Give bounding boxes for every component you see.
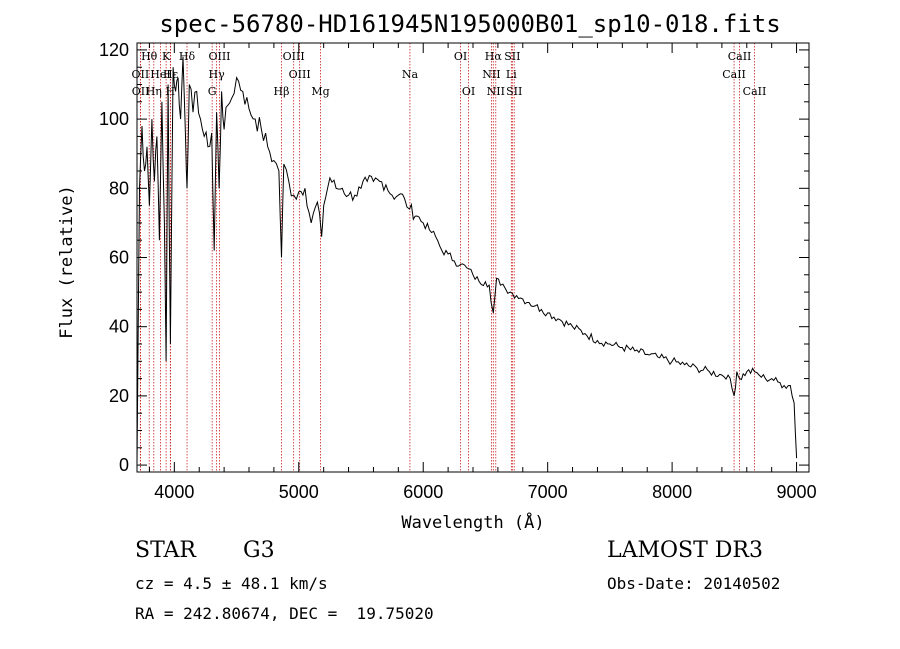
line-label-10: Hγ: [209, 68, 226, 81]
spectrum-line: [136, 56, 798, 466]
line-label-26: CaII: [722, 68, 746, 81]
x-axis-label: Wavelength (Å): [401, 511, 544, 533]
line-label-4: HeI: [150, 68, 170, 81]
y-tick-label-120: 120: [99, 40, 129, 60]
line-label-5: Hη: [146, 85, 162, 98]
y-axis-label: Flux (relative): [57, 185, 77, 339]
x-tick-label-9000: 9000: [777, 482, 817, 502]
plot-frame: [136, 42, 810, 473]
coordinates: RA = 242.80674, DEC = 19.75020: [135, 604, 434, 623]
line-label-7: Hδ: [179, 50, 196, 63]
x-tick-label-5000: 5000: [279, 482, 319, 502]
line-label-11: G: [208, 85, 217, 98]
observation-date: Obs-Date: 20140502: [607, 574, 781, 593]
line-label-3: K: [162, 50, 171, 63]
line-label-17: OI: [454, 50, 467, 63]
line-label-8: Hε: [163, 68, 179, 81]
line-label-14: Hβ: [274, 85, 290, 98]
line-label-22: Li: [506, 68, 517, 81]
line-label-24: SII: [506, 85, 522, 98]
line-label-25: CaII: [728, 50, 752, 63]
survey-name: LAMOST DR3: [607, 538, 763, 563]
line-label-9: OIII: [208, 50, 230, 63]
line-label-27: CaII: [743, 85, 767, 98]
x-tick-label-7000: 7000: [528, 482, 568, 502]
object-type: STAR: [135, 538, 196, 563]
subclass: G3: [243, 538, 275, 563]
y-tick-label-60: 60: [109, 248, 129, 268]
line-label-13: OIII: [289, 68, 311, 81]
x-axis-ticks: 4000 5000 6000 7000 8000 9000: [148, 43, 817, 502]
x-tick-label-8000: 8000: [652, 482, 692, 502]
line-label-6: H: [166, 85, 176, 98]
y-tick-label-40: 40: [109, 317, 129, 337]
x-tick-label-4000: 4000: [154, 482, 194, 502]
line-label-0: Hθ: [141, 50, 158, 63]
line-label-18: OI: [462, 85, 475, 98]
line-label-1: OII: [132, 68, 150, 81]
chart-title: spec-56780-HD161945N195000B01_sp10-018.f…: [159, 10, 780, 38]
line-label-21: NII: [482, 68, 500, 81]
x-tick-label-6000: 6000: [403, 482, 443, 502]
y-tick-label-20: 20: [109, 386, 129, 406]
redshift-velocity: cz = 4.5 ± 48.1 km/s: [135, 574, 328, 593]
y-tick-label-0: 0: [119, 455, 129, 475]
y-axis-ticks: 0 20 40 60 80 100 120: [99, 40, 809, 475]
y-tick-label-100: 100: [99, 109, 129, 129]
line-label-16: Na: [402, 68, 419, 81]
line-label-15: Mg: [311, 85, 329, 98]
spectral-line-markers: [139, 43, 755, 472]
line-label-19: Hα: [485, 50, 503, 63]
line-label-2: OII: [132, 85, 150, 98]
line-label-20: SII: [504, 50, 520, 63]
line-label-12: OIII: [283, 50, 305, 63]
line-label-23: NII: [487, 85, 505, 98]
y-tick-label-80: 80: [109, 178, 129, 198]
